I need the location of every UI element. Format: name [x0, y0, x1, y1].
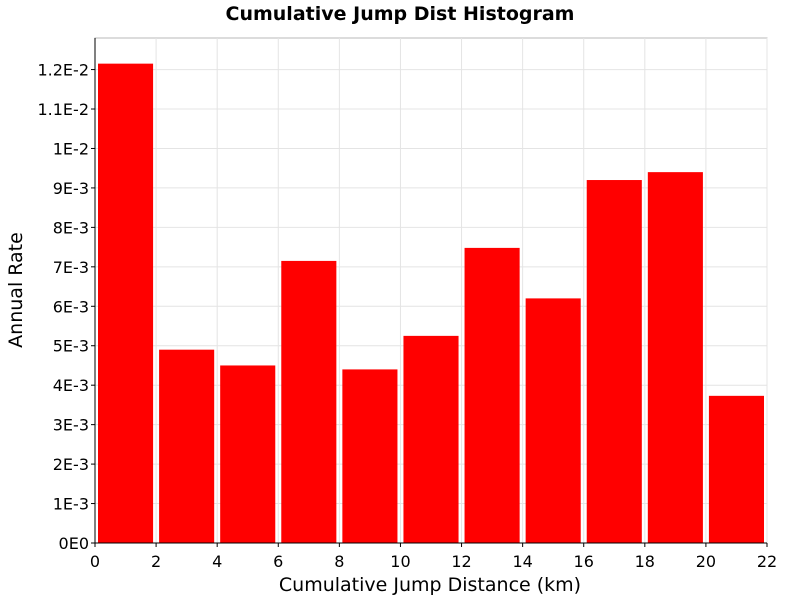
bar-6: [403, 335, 459, 543]
y-tick-label: 2E-3: [53, 455, 89, 474]
bar-8: [525, 298, 581, 543]
y-tick-label: 3E-3: [53, 416, 89, 435]
y-tick-label: 1.2E-2: [37, 61, 89, 80]
bar-4: [281, 260, 337, 543]
bar-9: [586, 180, 642, 543]
axes: [91, 38, 768, 547]
bars: [98, 63, 764, 543]
y-tick-label: 1E-2: [53, 139, 89, 158]
x-tick-label: 6: [273, 552, 283, 571]
chart-title: Cumulative Jump Dist Histogram: [226, 3, 575, 25]
x-tick-label: 8: [334, 552, 344, 571]
bar-5: [342, 369, 398, 543]
y-tick-label: 1E-3: [53, 495, 89, 514]
x-tick-label: 20: [696, 552, 716, 571]
x-tick-label: 18: [635, 552, 655, 571]
y-axis-label: Annual Rate: [5, 232, 27, 348]
x-tick-label: 22: [757, 552, 777, 571]
x-tick-label: 0: [90, 552, 100, 571]
x-axis-label: Cumulative Jump Distance (km): [279, 574, 581, 596]
y-tick-label: 9E-3: [53, 179, 89, 198]
y-tick-label: 8E-3: [53, 218, 89, 237]
x-tick-label: 10: [390, 552, 410, 571]
y-tick-label: 0E0: [59, 534, 89, 553]
bar-10: [647, 172, 703, 543]
y-tick-label: 1.1E-2: [37, 100, 89, 119]
bar-3: [220, 365, 276, 543]
x-tick-labels: 0 2 4 6 8 10 12 14 16 18 20 22: [90, 552, 777, 571]
x-tick-label: 4: [212, 552, 222, 571]
bar-7: [464, 247, 520, 543]
x-tick-label: 2: [151, 552, 161, 571]
y-tick-label: 5E-3: [53, 337, 89, 356]
bar-11: [708, 395, 764, 543]
y-tick-label: 6E-3: [53, 297, 89, 316]
bar-2: [159, 349, 215, 543]
x-tick-label: 16: [574, 552, 594, 571]
x-tick-label: 14: [512, 552, 532, 571]
y-tick-label: 4E-3: [53, 376, 89, 395]
y-tick-label: 7E-3: [53, 258, 89, 277]
bar-1: [98, 63, 154, 543]
y-tick-labels: 0E0 1E-3 2E-3 3E-3 4E-3 5E-3 6E-3 7E-3 8E-3 9E-3 1…: [37, 61, 89, 553]
x-tick-label: 12: [451, 552, 471, 571]
